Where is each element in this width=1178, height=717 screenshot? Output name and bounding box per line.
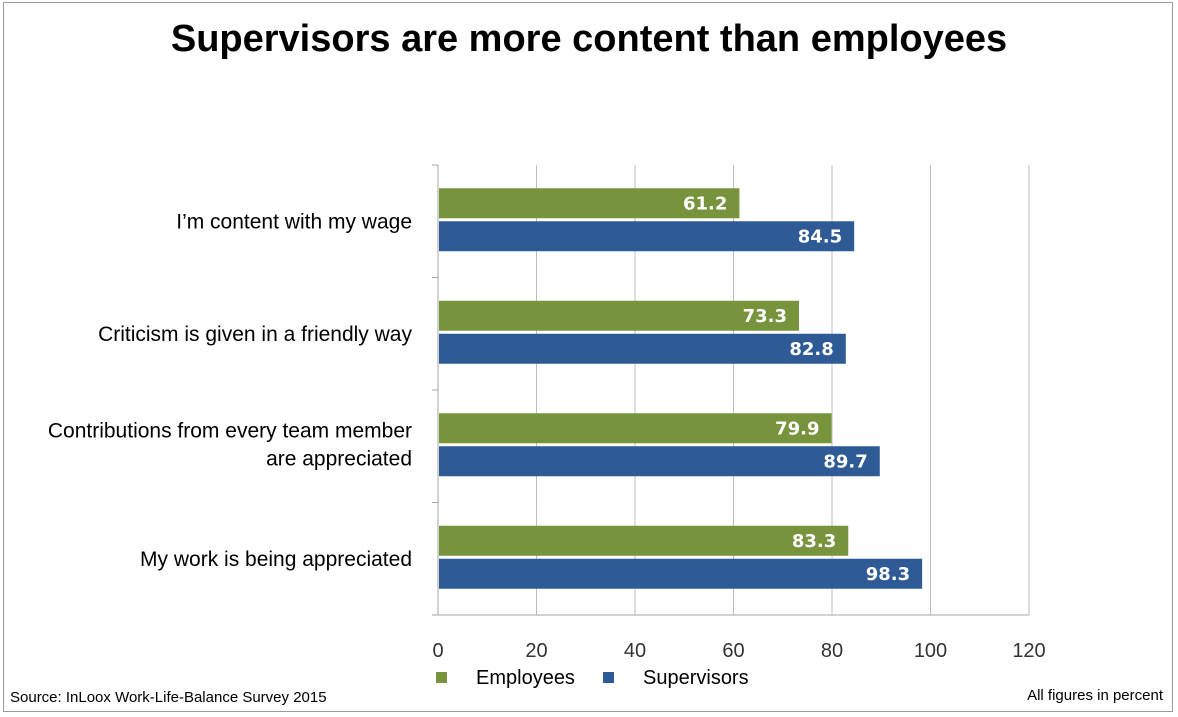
bar-employees: [439, 413, 832, 444]
axes: [432, 164, 1029, 616]
data-label: 84.5: [798, 226, 842, 247]
legend: Employees Supervisors: [436, 667, 749, 689]
category-label: Criticism is given in a friendly way: [98, 323, 412, 346]
units-note: All figures in percent: [1027, 687, 1164, 704]
data-label: 73.3: [743, 306, 787, 327]
legend-label: Supervisors: [643, 667, 749, 689]
category-labels: I’m content with my wage Criticism is giv…: [48, 210, 413, 571]
legend-label: Employees: [476, 667, 575, 689]
category-label: are appreciated: [266, 447, 412, 470]
bar-supervisors: [439, 333, 846, 364]
data-label: 82.8: [789, 339, 833, 360]
x-tick-label: 20: [525, 640, 547, 662]
data-label: 79.9: [775, 418, 819, 439]
bar-employees: [439, 188, 740, 219]
source-note: Source: InLoox Work-Life-Balance Survey …: [10, 689, 327, 706]
bar-supervisors: [439, 446, 880, 477]
x-tick-label: 100: [914, 640, 947, 662]
x-tick-label: 0: [432, 640, 443, 662]
bars: 61.2 84.5 73.382.8 79.989.7 83.3 98.3: [439, 188, 923, 589]
x-tick-label: 60: [722, 640, 744, 662]
category-label: My work is being appreciated: [140, 548, 412, 571]
data-label: 98.3: [866, 564, 910, 585]
bar-supervisors: [439, 558, 923, 589]
x-tick-label: 120: [1012, 640, 1045, 662]
bar-supervisors: [439, 221, 855, 252]
legend-swatch-supervisors: [603, 672, 614, 683]
footer: Source: InLoox Work-Life-Balance Survey …: [10, 687, 1164, 706]
category-label: I’m content with my wage: [176, 210, 412, 233]
data-label: 89.7: [823, 451, 867, 472]
x-tick-label: 40: [624, 640, 646, 662]
bar-employees: [439, 300, 800, 331]
data-label: 83.3: [792, 531, 836, 552]
x-tick-label: 80: [821, 640, 843, 662]
legend-swatch-employees: [436, 672, 447, 683]
x-tick-labels: 0 20 40 60 80 100 120: [432, 640, 1045, 662]
data-label: 61.2: [683, 193, 727, 214]
chart-title: Supervisors are more content than employ…: [170, 18, 1008, 60]
bar-employees: [439, 525, 849, 556]
category-label: Contributions from every team member: [48, 419, 412, 442]
